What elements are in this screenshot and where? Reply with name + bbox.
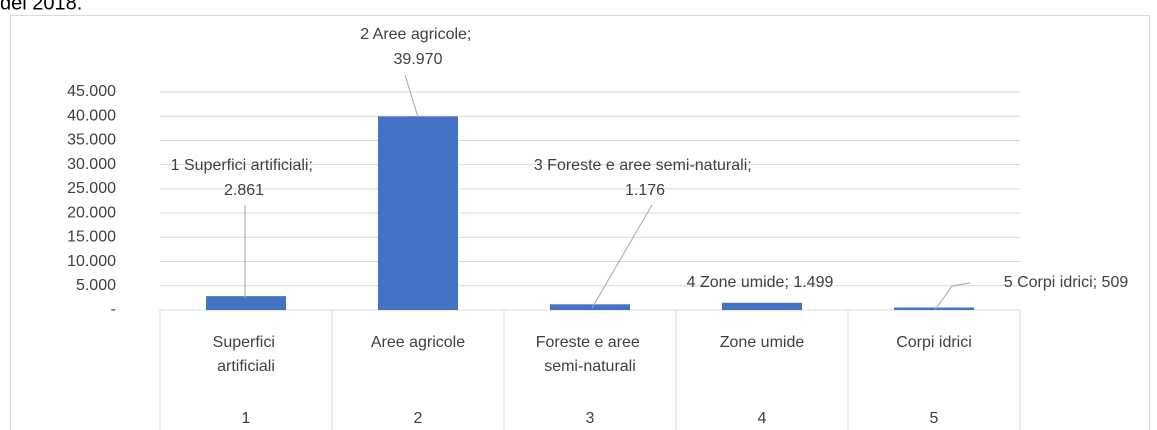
- header-text: del 2018.: [0, 0, 82, 14]
- bar: [206, 296, 286, 310]
- bar: [722, 302, 802, 310]
- leader-line: [404, 74, 419, 118]
- x-tick-code: 5: [930, 410, 939, 427]
- leader-line: [934, 282, 971, 311]
- x-tick-label: Foreste e aree semi-naturali: [536, 334, 645, 375]
- chart-border: [10, 15, 1150, 430]
- x-tick-label: Superfici artificiali: [213, 334, 280, 375]
- x-tick-label: Zone umide: [720, 334, 805, 351]
- y-tick-label: 40.000: [67, 107, 116, 124]
- bar: [550, 304, 630, 310]
- bar: [378, 116, 458, 310]
- x-tick-code: 3: [586, 410, 595, 427]
- y-tick-label: 35.000: [67, 132, 116, 149]
- leader-line: [591, 204, 653, 309]
- data-label: 3 Foreste e aree semi-naturali; 1.176: [534, 157, 756, 199]
- y-tick-label: 45.000: [67, 83, 116, 100]
- x-tick-code: 2: [414, 410, 423, 427]
- y-tick-label: -: [111, 301, 116, 318]
- x-tick-label: Corpi idrici: [896, 334, 972, 351]
- x-tick-label: Aree agricole: [371, 334, 465, 351]
- y-tick-label: 10.000: [67, 253, 116, 270]
- data-label: 2 Aree agricole; 39.970: [360, 26, 476, 68]
- y-tick-label: 5.000: [76, 277, 116, 294]
- data-label: 1 Superfici artificiali; 2.861: [171, 157, 318, 199]
- data-label: 4 Zone umide; 1.499: [687, 274, 834, 291]
- x-tick-code: 4: [758, 410, 767, 427]
- y-tick-label: 25.000: [67, 180, 116, 197]
- bar: [894, 307, 974, 310]
- data-label: 5 Corpi idrici; 509: [1004, 274, 1129, 291]
- y-tick-label: 15.000: [67, 229, 116, 246]
- y-tick-label: 30.000: [67, 156, 116, 173]
- y-tick-label: 20.000: [67, 204, 116, 221]
- x-tick-code: 1: [242, 410, 251, 427]
